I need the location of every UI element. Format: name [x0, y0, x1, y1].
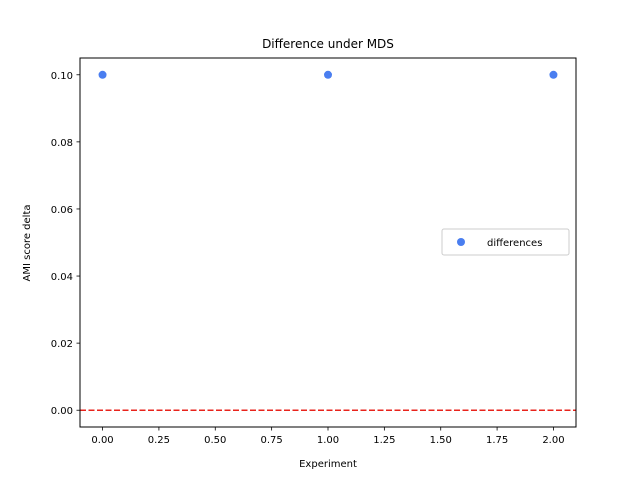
x-tick-label: 2.00 — [542, 435, 564, 446]
data-point — [549, 70, 558, 79]
legend-marker — [457, 238, 465, 246]
x-tick-label: 1.50 — [430, 435, 452, 446]
legend-box — [441, 228, 570, 256]
legend-label-differences: differences — [487, 238, 542, 249]
chart-title: Difference under MDS — [262, 37, 394, 51]
x-tick-label: 0.00 — [91, 435, 113, 446]
y-tick-label: 0.04 — [51, 272, 73, 283]
x-axis-label: Experiment — [299, 459, 357, 470]
x-axis: 0.00 0.25 0.50 0.75 1.00 1.25 1.50 1.75 2.00 — [91, 427, 565, 446]
data-point — [98, 70, 107, 79]
x-tick-label: 0.25 — [148, 435, 170, 446]
y-axis: 0.00 0.02 0.04 0.06 0.08 0.10 — [51, 71, 80, 417]
y-tick-label: 0.08 — [51, 138, 73, 149]
data-point — [324, 70, 332, 79]
x-tick-label: 0.75 — [261, 435, 283, 446]
x-tick-label: 0.50 — [204, 435, 226, 446]
plot-area — [80, 70, 576, 411]
x-tick-label: 1.75 — [486, 435, 508, 446]
y-tick-label: 0.10 — [51, 71, 73, 82]
y-tick-label: 0.02 — [51, 339, 73, 350]
y-axis-label: AMI score delta — [22, 205, 33, 282]
x-tick-label: 1.25 — [373, 435, 395, 446]
x-tick-label: 1.00 — [317, 435, 339, 446]
y-tick-label: 0.06 — [51, 205, 73, 216]
y-tick-label: 0.00 — [51, 406, 73, 417]
legend: differences — [441, 228, 570, 256]
